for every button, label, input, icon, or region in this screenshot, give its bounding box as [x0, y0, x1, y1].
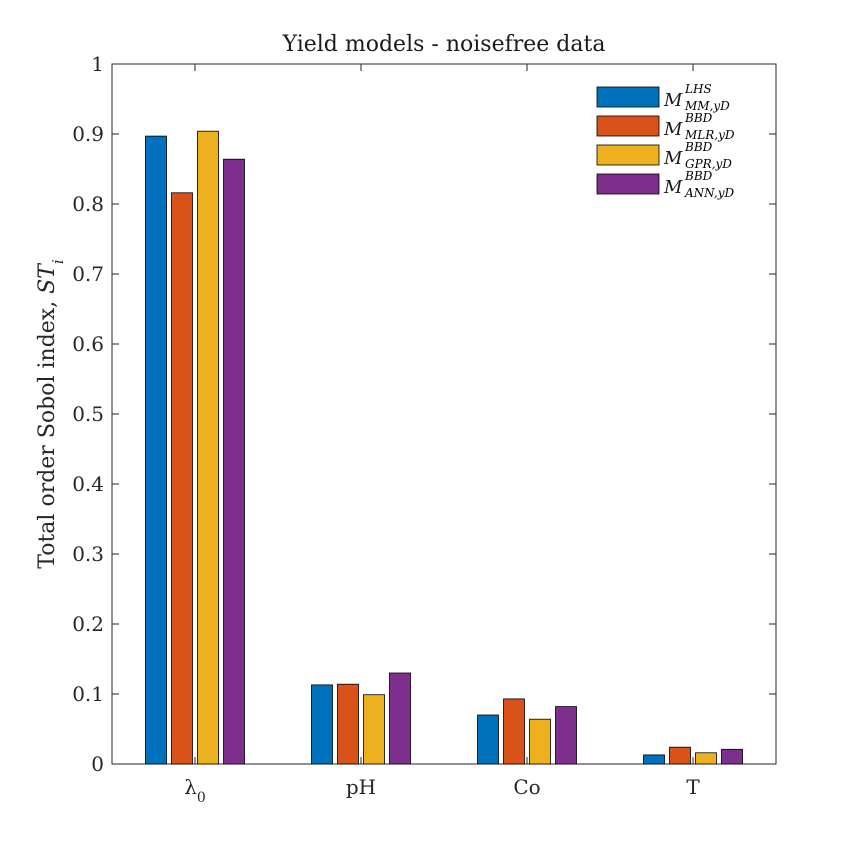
bar: [171, 192, 193, 765]
bar: [503, 698, 525, 765]
bar: [363, 694, 385, 765]
y-axis-label: Total order Sobol index, STi: [35, 259, 67, 569]
chart-title: Yield models - noisefree data: [282, 32, 606, 57]
legend-entry-superscript: BBD: [684, 140, 713, 154]
bar: [695, 752, 717, 765]
legend-entry-superscript: BBD: [684, 111, 713, 125]
y-tick-label: 0.2: [72, 612, 104, 636]
bar: [555, 706, 577, 765]
y-tick-label: 0.5: [72, 402, 104, 426]
legend-entry-subscript: MM,yD: [684, 99, 730, 113]
x-tick-label: T: [686, 775, 700, 799]
bar: [529, 718, 551, 765]
legend-entry-subscript: MLR,yD: [684, 128, 735, 142]
x-tick-label: pH: [346, 775, 376, 799]
y-tick-label: 0.8: [72, 192, 104, 216]
bar: [197, 130, 219, 765]
legend-swatch: [596, 144, 660, 166]
bar: [389, 672, 411, 765]
y-tick-label: 0.7: [72, 262, 104, 286]
legend-swatch: [596, 86, 660, 108]
legend-entry-label: M: [663, 90, 683, 111]
y-axis-ticks: 0 0.1 0.2 0.3 0.4 0.5 0.6 0.7 0.8 0.9 1: [72, 52, 776, 776]
bar: [643, 754, 665, 765]
bar: [337, 683, 359, 765]
axes-box: [111, 63, 777, 765]
plot-area: [111, 63, 777, 765]
legend-entry-superscript: BBD: [684, 169, 713, 183]
bar: [721, 748, 743, 765]
x-axis-ticks: λ0 pH Co T: [184, 64, 700, 806]
legend-swatch: [596, 115, 660, 137]
x-tick-label: λ0: [184, 775, 206, 806]
legend-entry-superscript: LHS: [684, 82, 712, 96]
x-tick-label: Co: [513, 775, 540, 799]
legend-entry-subscript: GPR,yD: [685, 157, 732, 171]
bar: [477, 714, 499, 765]
bar: [311, 684, 333, 765]
y-tick-label: 0.3: [72, 542, 104, 566]
legend-entry-subscript: ANN,yD: [684, 186, 734, 200]
bar-series-group: [145, 130, 743, 765]
legend-entry-label: M: [663, 119, 683, 140]
bar: [223, 158, 245, 765]
bar: [669, 746, 691, 765]
y-tick-label: 1: [91, 52, 104, 76]
y-tick-label: 0.9: [72, 122, 104, 146]
y-tick-label: 0: [91, 752, 104, 776]
y-tick-label: 0.1: [72, 682, 104, 706]
y-tick-label: 0.6: [72, 332, 104, 356]
y-tick-label: 0.4: [72, 472, 104, 496]
legend-entry-label: M: [663, 177, 683, 198]
bar: [145, 135, 167, 765]
legend-swatch: [596, 173, 660, 195]
legend-entry-label: M: [663, 148, 683, 169]
